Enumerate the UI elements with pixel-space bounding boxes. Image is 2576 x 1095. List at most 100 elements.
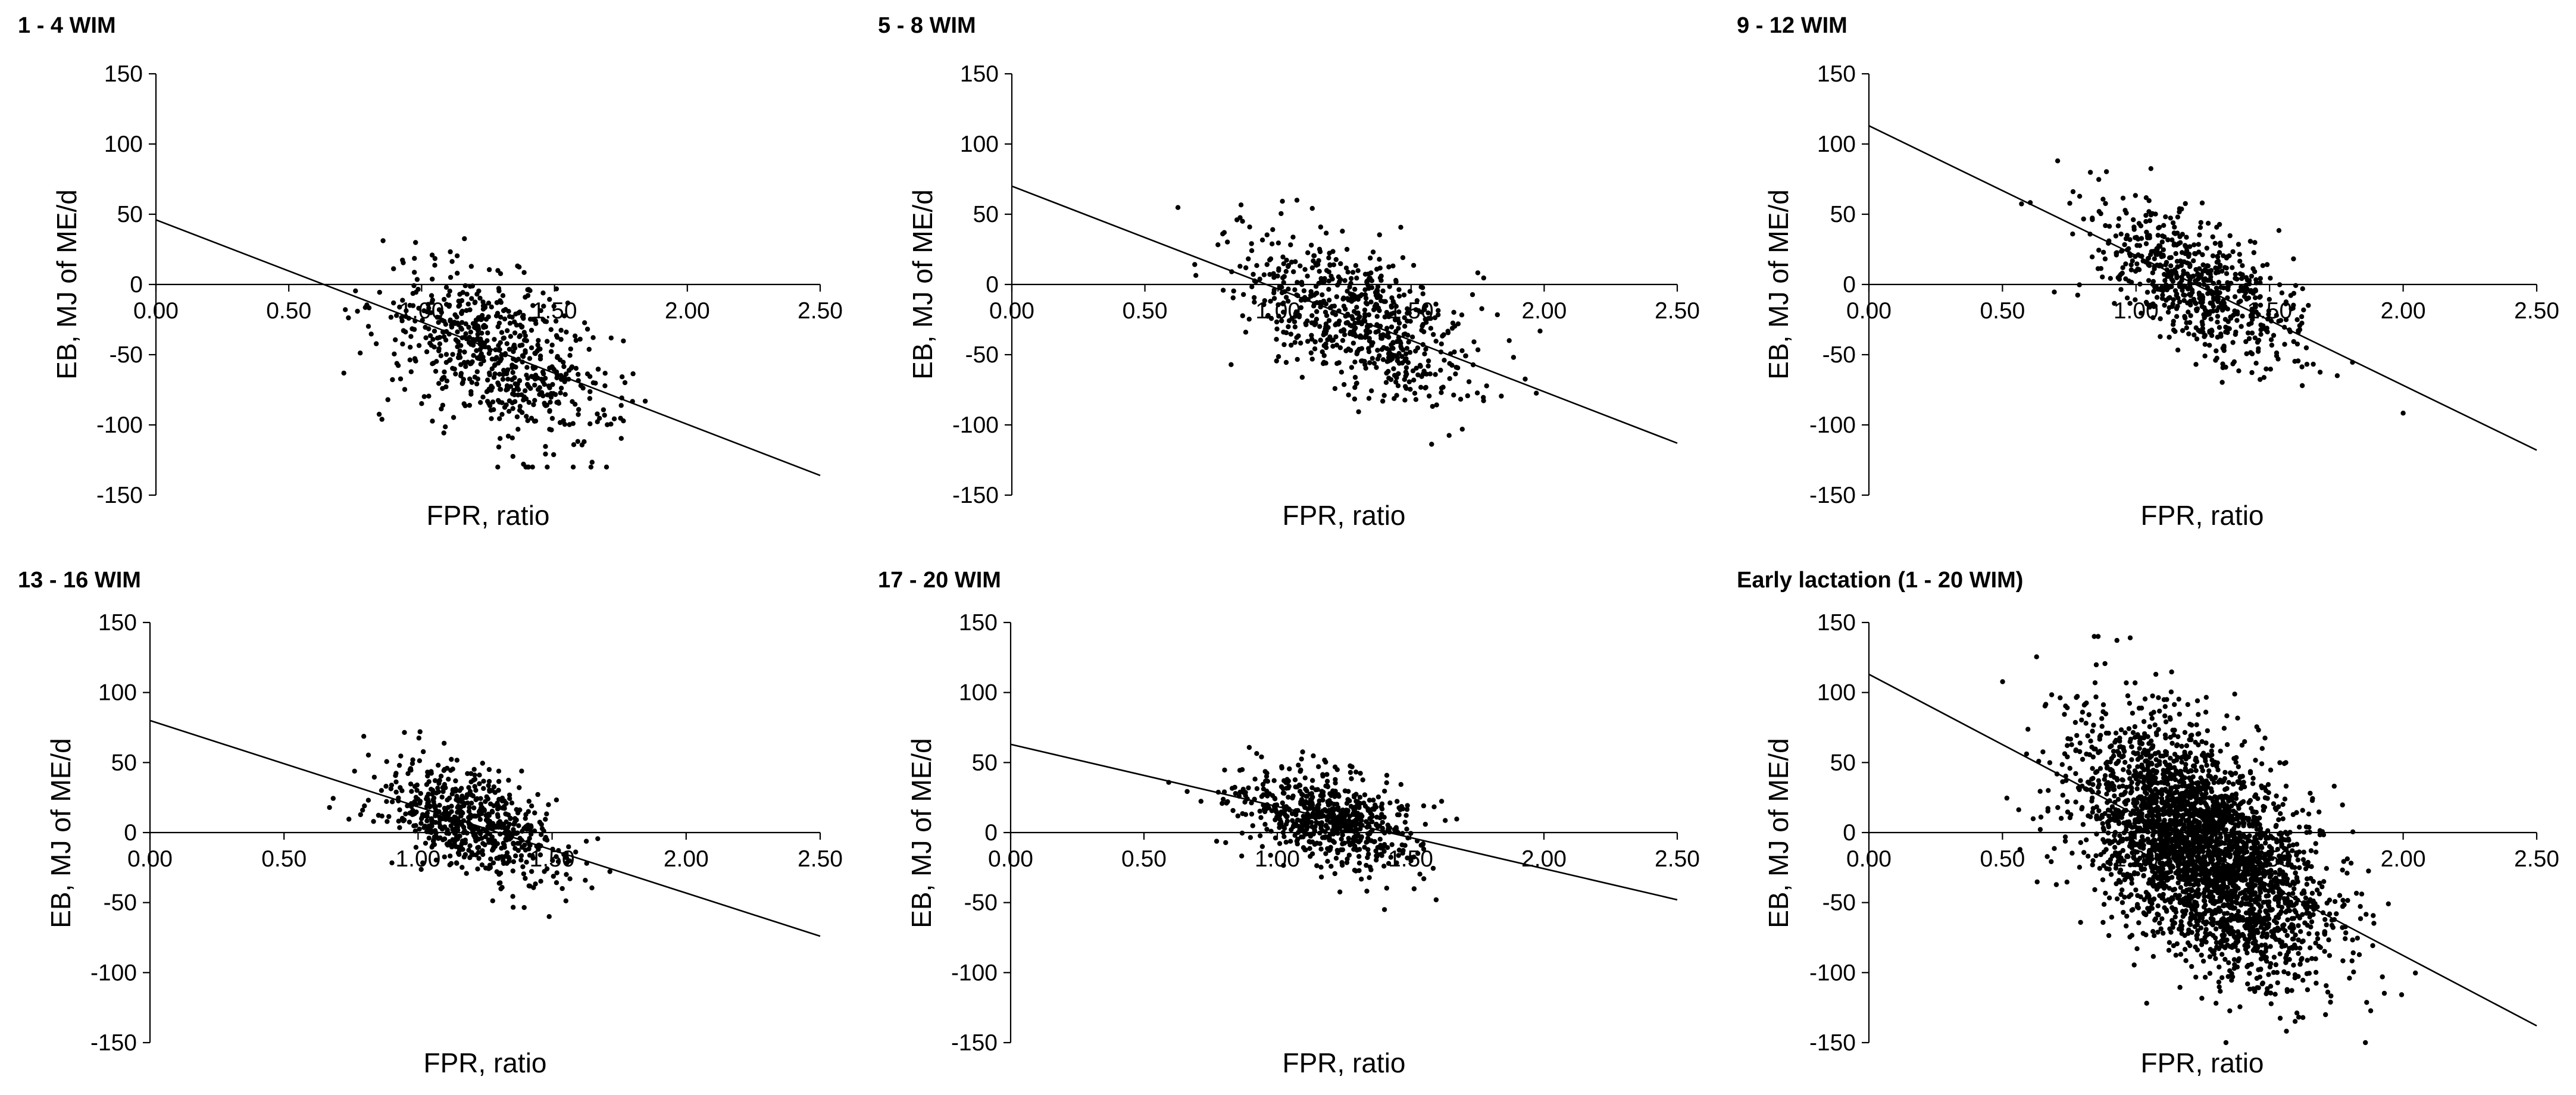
scatter-point (501, 861, 507, 866)
scatter-point (2299, 314, 2305, 320)
scatter-point (1395, 317, 1401, 323)
scatter-point (2343, 930, 2349, 936)
scatter-point (1438, 367, 1443, 373)
scatter-point (1330, 839, 1336, 844)
scatter-point (1370, 356, 1375, 361)
scatter-point (2296, 923, 2301, 928)
scatter-point (545, 339, 550, 344)
scatter-point (558, 390, 563, 396)
scatter-point (2299, 364, 2305, 370)
scatter-point (1276, 302, 1281, 308)
scatter-point (2290, 842, 2296, 848)
scatter-point (2274, 312, 2279, 318)
scatter-point (496, 768, 502, 774)
y-tick-label: -50 (1822, 342, 1856, 368)
scatter-point (343, 307, 348, 312)
scatter-point (2175, 880, 2181, 886)
scatter-point (1387, 800, 1393, 806)
scatter-point (437, 803, 442, 808)
scatter-point (432, 256, 437, 261)
scatter-point (2345, 897, 2350, 903)
scatter-point (2214, 348, 2219, 353)
y-tick-label: 150 (104, 61, 143, 87)
scatter-point (1311, 253, 1317, 258)
scatter-point (1396, 287, 1402, 292)
scatter-point (2248, 350, 2253, 355)
scatter-point (2174, 314, 2180, 319)
scatter-point (554, 400, 559, 405)
scatter-point (1405, 318, 1410, 324)
x-tick-label: 0.00 (133, 298, 179, 324)
scatter-point (2151, 304, 2157, 309)
scatter-point (510, 868, 515, 874)
scatter-point (2058, 695, 2063, 700)
scatter-point (1309, 265, 1315, 271)
scatter-point (1374, 365, 1379, 370)
scatter-point (384, 759, 389, 764)
scatter-point (1392, 396, 1397, 401)
scatter-point (2268, 984, 2274, 989)
scatter-point (477, 816, 483, 822)
scatter-point (2146, 303, 2152, 308)
scatter-point (526, 400, 532, 405)
scatter-point (473, 787, 479, 793)
scatter-point (2297, 327, 2303, 333)
scatter-point (1352, 359, 1358, 365)
scatter-point (1335, 850, 1340, 856)
scatter-point (476, 844, 482, 850)
scatter-point (1470, 292, 1475, 298)
scatter-point (1276, 314, 1281, 319)
scatter-point (2150, 954, 2156, 959)
scatter-point (526, 287, 532, 292)
scatter-point (564, 371, 569, 377)
scatter-point (1387, 355, 1392, 360)
scatter-point (2136, 920, 2142, 925)
scatter-point (1274, 337, 1279, 342)
scatter-point (2161, 223, 2167, 228)
scatter-point (457, 788, 462, 793)
scatter-point (2250, 317, 2255, 323)
scatter-point (2370, 943, 2375, 949)
scatter-point (2215, 334, 2220, 340)
scatter-point (1398, 224, 1403, 230)
scatter-point (582, 320, 587, 326)
scatter-point (493, 824, 498, 830)
scatter-point (1364, 840, 1369, 845)
scatter-point (2128, 267, 2134, 273)
scatter-point (1350, 812, 1356, 817)
scatter-point (2115, 223, 2121, 229)
scatter-point (452, 831, 457, 836)
scatter-point (530, 855, 536, 861)
scatter-point (1323, 331, 1328, 336)
scatter-point (570, 464, 576, 470)
scatter-point (519, 768, 524, 774)
scatter-point (1305, 815, 1311, 820)
scatter-point (2271, 333, 2277, 338)
scatter-point (2304, 906, 2310, 912)
scatter-point (1384, 370, 1389, 376)
scatter-point (1404, 827, 1409, 832)
scatter-point (2213, 270, 2219, 276)
scatter-point (2115, 797, 2121, 802)
scatter-point (2225, 330, 2230, 335)
scatter-point (518, 853, 524, 859)
scatter-point (512, 345, 518, 351)
scatter-point (1293, 821, 1299, 827)
scatter-point (1283, 840, 1289, 845)
scatter-point (1292, 777, 1298, 783)
scatter-point (2249, 273, 2255, 279)
scatter-point (2090, 809, 2095, 815)
scatter-point (611, 416, 617, 421)
scatter-point (2334, 911, 2339, 916)
y-tick-label: 0 (1843, 272, 1856, 298)
scatter-point (1356, 847, 1362, 852)
scatter-point (1254, 751, 1259, 756)
scatter-point (1293, 784, 1298, 790)
scatter-point (568, 346, 573, 352)
scatter-point (1400, 806, 1406, 812)
scatter-point (2072, 719, 2078, 725)
x-tick-label: 2.00 (2381, 298, 2426, 324)
scatter-point (2151, 289, 2156, 294)
scatter-point (1312, 841, 1318, 847)
scatter-point (2169, 740, 2175, 746)
